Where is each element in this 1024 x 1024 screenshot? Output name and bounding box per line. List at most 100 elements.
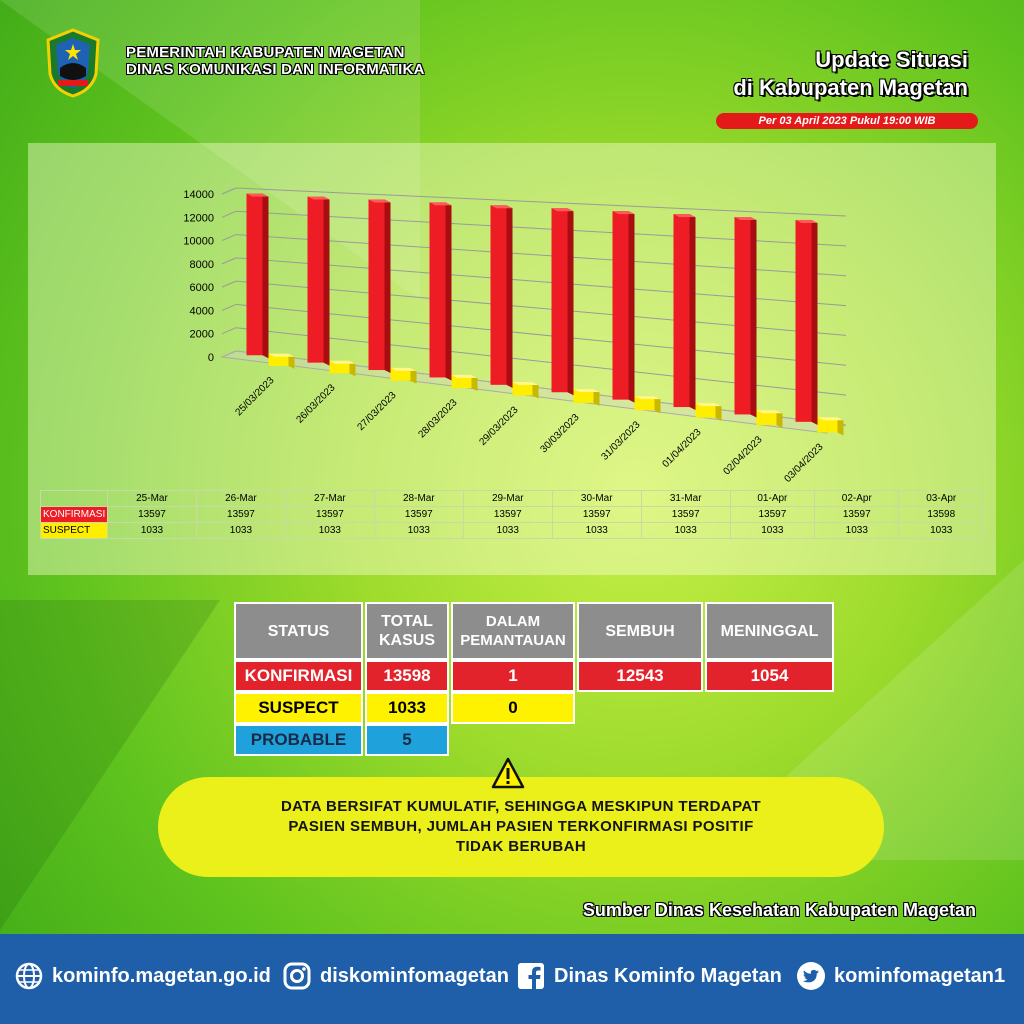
suspect-bar-top [817, 417, 844, 421]
y-tick-label: 4000 [190, 305, 214, 317]
twitter-icon [796, 961, 826, 991]
footer-facebook[interactable]: Dinas Kominfo Magetan [516, 958, 782, 994]
x-tick-label: 29/03/2023 [477, 404, 520, 447]
footer-facebook-label: Dinas Kominfo Magetan [554, 964, 782, 987]
x-tick-label: 02/04/2023 [721, 434, 764, 477]
suspect-bar [695, 403, 716, 418]
chart-data-table: 25-Mar 26-Mar 27-Mar 28-Mar 29-Mar 30-Mar 31-M… [40, 490, 984, 539]
header-meninggal: MENINGGAL [705, 602, 834, 660]
konfirmasi-bar-side [506, 205, 513, 388]
konfirmasi-meninggal: 1054 [705, 660, 834, 692]
konfirmasi-bar-top [307, 196, 330, 200]
update-date-badge: Per 03 April 2023 Pukul 19:00 WIB [716, 113, 978, 129]
chart-table-konfirmasi-value: 13598 [898, 506, 984, 523]
instagram-icon [282, 961, 312, 991]
footer-instagram-label: diskominfomagetan [320, 964, 509, 987]
suspect-bar-top [390, 367, 417, 371]
konfirmasi-bar-top [734, 217, 757, 221]
suspect-bar [329, 360, 350, 374]
chart-table-date: 03-Apr [898, 490, 984, 507]
org-line-1: PEMERINTAH KABUPATEN MAGETAN [126, 44, 405, 61]
konfirmasi-bar-top [368, 199, 391, 203]
suspect-bar-side [349, 360, 356, 377]
konfirmasi-bar-side [262, 193, 269, 359]
chart-table-date: 27-Mar [284, 490, 375, 507]
suspect-bar-side [593, 389, 600, 406]
suspect-pemantauan: 0 [451, 692, 575, 724]
footer-twitter-label: kominfomagetan1 [834, 964, 1006, 987]
konfirmasi-bar [551, 208, 568, 393]
suspect-bar [634, 396, 655, 411]
chart-table-konfirmasi-value: 13597 [284, 506, 375, 523]
konfirmasi-bar-top [246, 193, 269, 197]
footer-instagram[interactable]: diskominfomagetan [282, 958, 509, 994]
chart-table-suspect-value: 1033 [373, 522, 464, 539]
suspect-bar [817, 417, 838, 433]
x-tick-label: 28/03/2023 [416, 397, 459, 440]
gridline-side [221, 280, 237, 288]
probable-total: 5 [365, 724, 449, 756]
konfirmasi-bar [307, 196, 324, 363]
chart-table-konfirmasi-value: 13597 [373, 506, 464, 523]
update-title: Update Situasi di Kabupaten Magetan [733, 46, 968, 102]
chart-table-date: 02-Apr [814, 490, 900, 507]
chart-table-date: 29-Mar [462, 490, 553, 507]
suspect-bar-side [532, 381, 539, 399]
gridline-side [221, 234, 237, 242]
x-tick-label: 31/03/2023 [599, 419, 642, 462]
konfirmasi-bar [429, 202, 446, 378]
suspect-total: 1033 [365, 692, 449, 724]
x-tick-label: 30/03/2023 [538, 412, 581, 455]
chart-table-konfirmasi-label: KONFIRMASI [40, 506, 108, 523]
konfirmasi-bar [612, 211, 629, 400]
y-tick-label: 8000 [190, 259, 214, 271]
magetan-emblem-logo [46, 28, 100, 98]
chart-table-suspect-value: 1033 [729, 522, 816, 539]
chart-table-suspect-value: 1033 [107, 522, 197, 539]
gridline-side [221, 327, 237, 335]
chart-table-suspect-row: SUSPECT 1033 1033 1033 1033 1033 1033 1033 1033 1… [40, 522, 984, 539]
konfirmasi-bar-top [551, 208, 574, 212]
notice-line-3: TIDAK BERUBAH [455, 838, 587, 855]
chart-table-date: 25-Mar [107, 490, 197, 507]
konfirmasi-bar-top [490, 205, 513, 209]
y-tick-label: 12000 [183, 212, 214, 224]
chart-table-suspect-value: 1033 [551, 522, 642, 539]
footer-twitter[interactable]: kominfomagetan1 [796, 958, 1005, 994]
chart-table-suspect-value: 1033 [814, 522, 900, 539]
konfirmasi-bar [246, 193, 263, 356]
konfirmasi-bar [368, 199, 385, 371]
x-tick-label: 27/03/2023 [355, 390, 398, 433]
x-tick-label: 03/04/2023 [782, 441, 825, 484]
suspect-bar-side [471, 374, 478, 392]
suspect-bar-side [654, 396, 661, 414]
case-trend-chart: 0 2000 4000 6000 8000 10000 12000 14000 25/03/20… [183, 187, 847, 485]
konfirmasi-total: 13598 [365, 660, 449, 692]
chart-table-konfirmasi-value: 13597 [107, 506, 197, 523]
data-source-credit: Sumber Dinas Kesehatan Kabupaten Magetan [582, 900, 976, 920]
konfirmasi-bar [673, 214, 690, 408]
chart-table-date: 28-Mar [373, 490, 464, 507]
y-tick-label: 6000 [190, 282, 214, 294]
suspect-bar [756, 410, 777, 426]
cumulative-data-notice: DATA BERSIFAT KUMULATIF, SEHINGGA MESKIP… [158, 777, 884, 877]
suspect-bar-side [837, 417, 844, 436]
chart-table-konfirmasi-value: 13597 [195, 506, 286, 523]
chart-table-date: 01-Apr [729, 490, 816, 507]
warning-icon [491, 757, 525, 789]
suspect-bar [390, 367, 411, 381]
suspect-bar-top [451, 374, 478, 378]
konfirmasi-bar [795, 219, 812, 422]
footer-website[interactable]: kominfo.magetan.go.id [14, 958, 271, 994]
konfirmasi-bar-top [429, 202, 452, 206]
suspect-bar-top [329, 360, 356, 364]
suspect-bar-top [573, 389, 600, 393]
update-title-line-2: di Kabupaten Magetan [733, 75, 968, 100]
footer-website-label: kominfo.magetan.go.id [52, 964, 271, 987]
suspect-bar-top [634, 396, 661, 400]
konfirmasi-bar-side [384, 199, 391, 374]
chart-table-date: 26-Mar [195, 490, 286, 507]
suspect-label: SUSPECT [234, 692, 363, 724]
konfirmasi-sembuh: 12543 [577, 660, 703, 692]
konfirmasi-bar-top [673, 214, 696, 218]
